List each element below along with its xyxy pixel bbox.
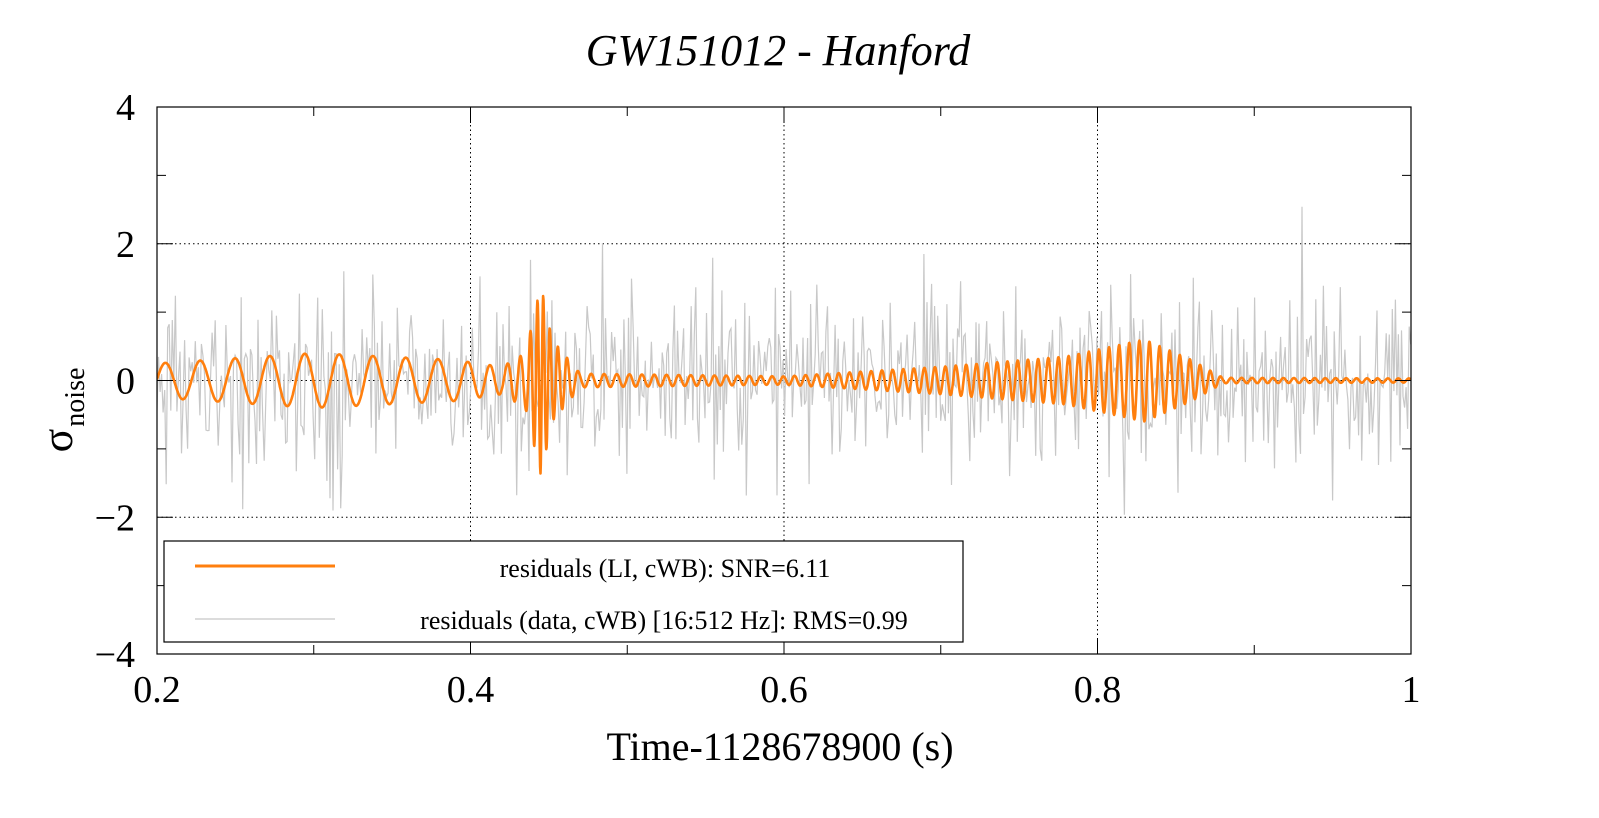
y-tick-label: 4 (116, 87, 135, 129)
x-tick-label: 1 (1402, 669, 1421, 711)
legend-label-li: residuals (LI, cWB): SNR=6.11 (500, 554, 831, 583)
y-axis-label-subscript: noise (60, 368, 91, 427)
x-tick-label: 0.8 (1074, 669, 1122, 711)
y-tick-label: 2 (116, 224, 135, 266)
y-tick-label: −4 (95, 634, 135, 676)
chart-title: GW151012 - Hanford (586, 26, 972, 75)
x-tick-label: 0.6 (760, 669, 808, 711)
series-line-li-residuals (157, 294, 1411, 475)
y-tick-label: 0 (116, 361, 135, 403)
y-tick-label: −2 (95, 497, 135, 539)
legend-label-data: residuals (data, cWB) [16:512 Hz]: RMS=0… (420, 606, 908, 635)
x-axis-label: Time-1128678900 (s) (606, 724, 953, 769)
x-tick-label: 0.4 (447, 669, 495, 711)
y-axis-label-symbol: σ (33, 428, 82, 452)
svg-text:σnoise: σnoise (33, 368, 91, 453)
y-axis-label: σnoise (33, 368, 91, 453)
series-line-data-residuals (157, 206, 1411, 515)
legend: residuals (LI, cWB): SNR=6.11 residuals … (163, 540, 964, 643)
x-tick-label: 0.2 (133, 669, 181, 711)
